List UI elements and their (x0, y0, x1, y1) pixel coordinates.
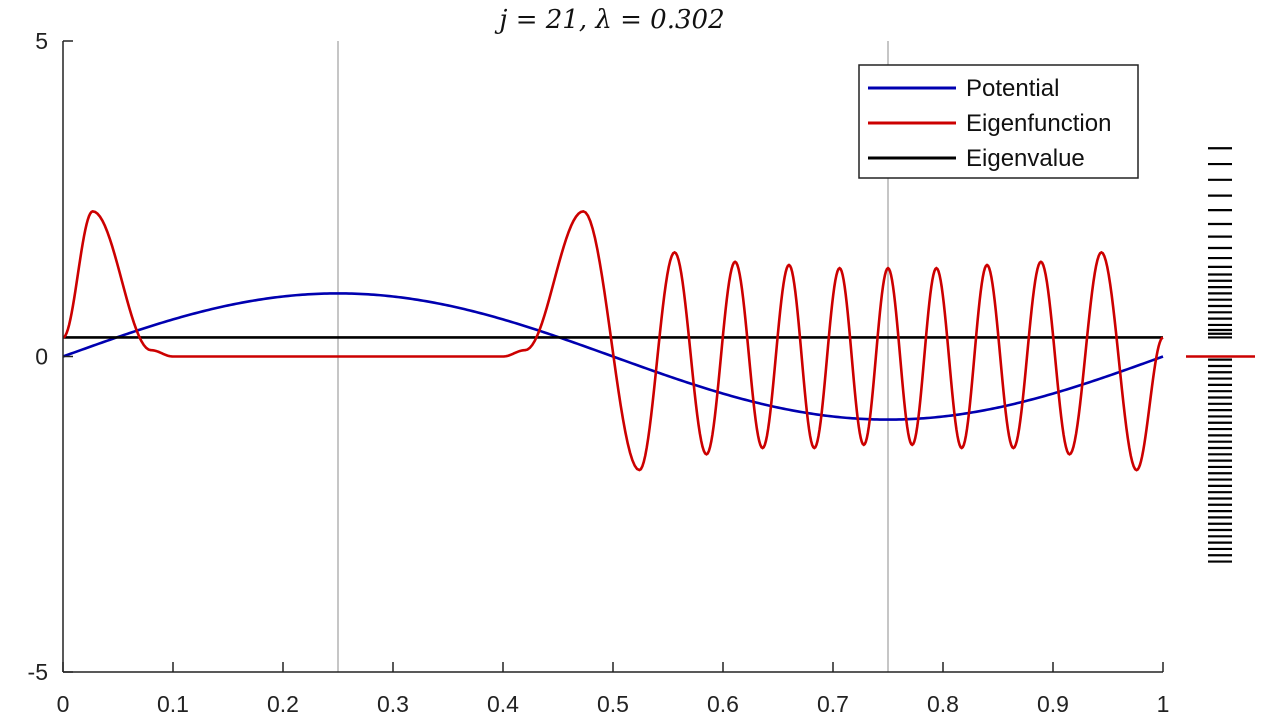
x-tick-label-8: 0.8 (927, 691, 959, 717)
x-tick-label-3: 0.3 (377, 691, 409, 717)
x-tick-label-7: 0.7 (817, 691, 849, 717)
x-tick-label-4: 0.4 (487, 691, 519, 717)
x-tick-label-10: 1 (1157, 691, 1170, 717)
eigenvalue-spectrum (1186, 147, 1255, 563)
eigenfunction-line (62, 209, 1164, 472)
axes: 0 0.1 0.2 0.3 0.4 0.5 0.6 0.7 0.8 0.9 1 5 0 -5 (28, 28, 1170, 717)
y-tick-label-2: -5 (28, 659, 48, 685)
x-tick-label-6: 0.6 (707, 691, 739, 717)
y-tick-label-0: 5 (35, 28, 48, 54)
legend-label-eigenfunction: Eigenfunction (966, 110, 1111, 137)
x-tick-label-0: 0 (57, 691, 70, 717)
x-tick-label-1: 0.1 (157, 691, 189, 717)
legend-label-eigenvalue: Eigenvalue (966, 145, 1085, 172)
x-tick-label-9: 0.9 (1037, 691, 1069, 717)
x-tick-label-5: 0.5 (597, 691, 629, 717)
legend-label-potential: Potential (966, 75, 1059, 102)
y-tick-label-1: 0 (35, 344, 48, 370)
chart-title: j = 21, λ = 0.302 (494, 5, 724, 35)
x-tick-label-2: 0.2 (267, 691, 299, 717)
legend: Potential Eigenfunction Eigenvalue (858, 64, 1139, 179)
